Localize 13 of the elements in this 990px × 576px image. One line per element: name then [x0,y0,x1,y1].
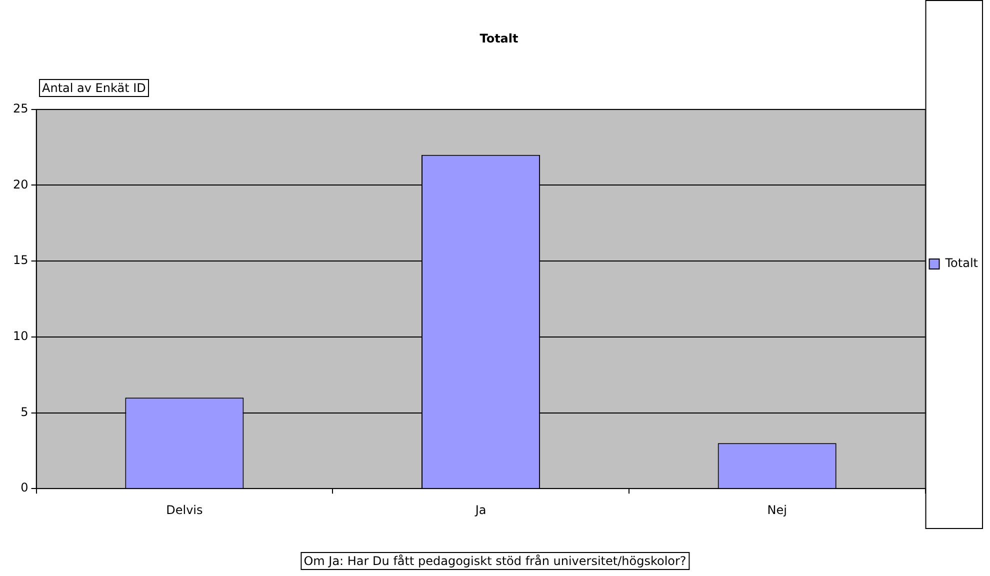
y-tick-label: 5 [20,404,28,419]
y-tick-label: 25 [12,102,28,116]
y-tick-label: 10 [12,329,28,344]
y-tick-label: 20 [12,177,28,192]
legend-label: Totalt [944,256,978,270]
y-axis-title: Antal av Enkät ID [39,79,149,97]
x-tick-label: Ja [474,502,486,517]
x-tick-label: Delvis [166,502,203,517]
chart-title: Totalt [480,31,519,46]
x-tick-label: Nej [767,502,787,517]
x-axis-title: Om Ja: Har Du fått pedagogiskt stöd från universitet/högskolor? [300,552,690,570]
y-tick-label: 15 [12,253,28,268]
y-tick-label: 0 [20,480,28,495]
